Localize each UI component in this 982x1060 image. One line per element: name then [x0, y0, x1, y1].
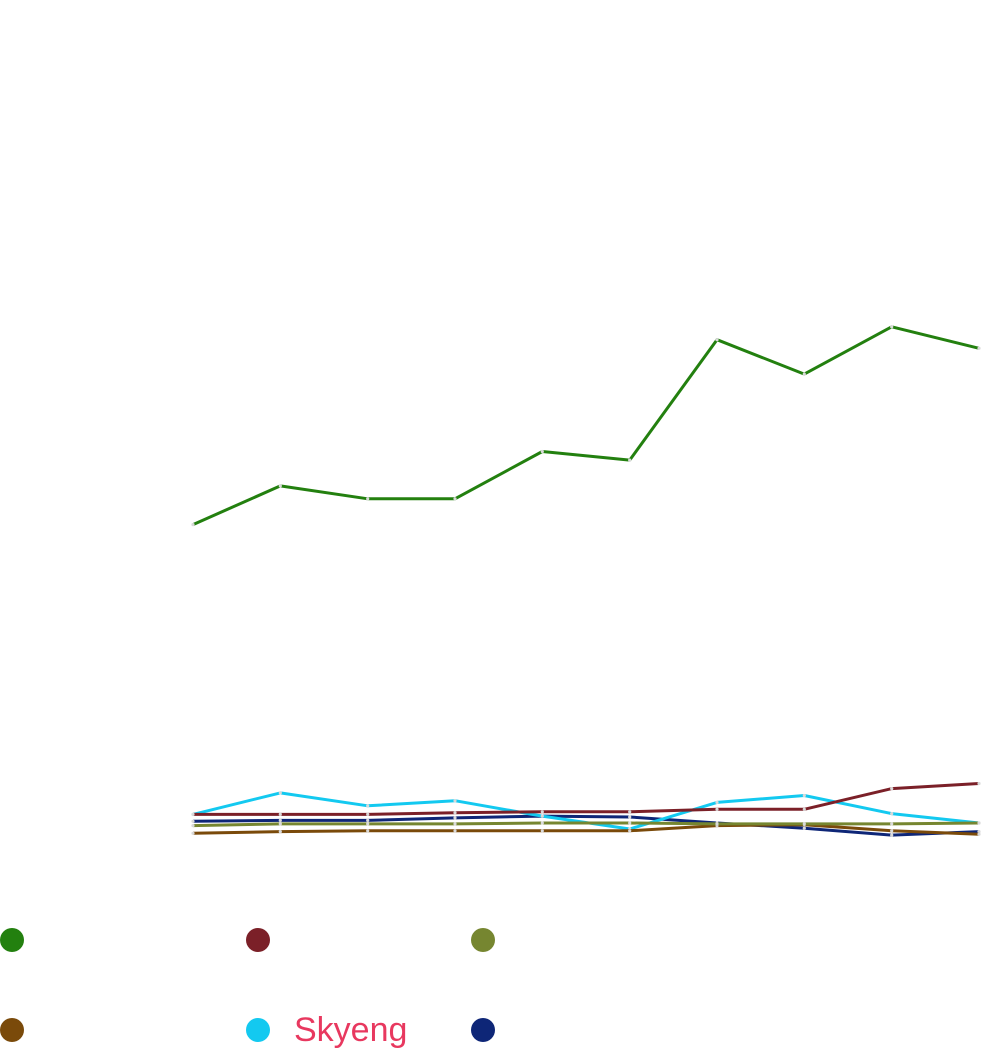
legend-marker: [471, 1018, 495, 1042]
series-2: [191, 821, 981, 828]
series-5: [191, 814, 981, 837]
legend-item[interactable]: [0, 1000, 48, 1060]
data-point[interactable]: [366, 818, 370, 823]
data-point[interactable]: [890, 833, 894, 837]
legend-item[interactable]: [246, 910, 294, 970]
data-point[interactable]: [715, 807, 719, 811]
series-layer: [191, 325, 981, 837]
series-1: [191, 781, 981, 817]
data-point[interactable]: [890, 829, 894, 833]
data-point[interactable]: [278, 484, 282, 488]
data-point[interactable]: [366, 497, 370, 501]
data-point[interactable]: [977, 781, 981, 786]
data-point[interactable]: [366, 822, 370, 826]
data-point[interactable]: [890, 822, 894, 826]
data-point[interactable]: [715, 800, 719, 805]
data-point[interactable]: [802, 822, 806, 826]
data-point[interactable]: [453, 811, 457, 815]
data-point[interactable]: [890, 325, 894, 329]
data-point[interactable]: [540, 810, 544, 814]
data-point[interactable]: [977, 821, 981, 825]
legend: Skyeng: [0, 910, 982, 1050]
data-point[interactable]: [191, 812, 195, 817]
series-line[interactable]: [193, 782, 980, 816]
legend-item[interactable]: [0, 910, 48, 970]
data-point[interactable]: [628, 810, 632, 814]
data-point[interactable]: [453, 829, 457, 833]
data-point[interactable]: [540, 814, 544, 818]
series-line[interactable]: [192, 823, 980, 836]
legend-marker: [246, 1018, 270, 1042]
data-point[interactable]: [802, 793, 806, 798]
data-point[interactable]: [628, 458, 632, 462]
series-line[interactable]: [192, 821, 980, 828]
data-point[interactable]: [802, 826, 806, 830]
data-point[interactable]: [191, 831, 195, 835]
legend-item[interactable]: [471, 1000, 519, 1060]
legend-item-skyeng[interactable]: Skyeng: [246, 1000, 407, 1060]
data-point[interactable]: [191, 824, 195, 828]
data-point[interactable]: [977, 346, 981, 350]
data-point[interactable]: [540, 449, 544, 454]
data-point[interactable]: [890, 787, 894, 791]
data-point[interactable]: [715, 338, 719, 342]
legend-marker: [471, 928, 495, 952]
series-3: [191, 823, 981, 836]
data-point[interactable]: [366, 804, 370, 808]
series-0: [191, 325, 981, 527]
series-line[interactable]: [192, 814, 980, 837]
legend-item[interactable]: [471, 910, 519, 970]
data-point[interactable]: [802, 807, 806, 811]
data-point[interactable]: [890, 812, 894, 816]
data-point[interactable]: [366, 812, 370, 817]
data-point[interactable]: [453, 816, 457, 820]
data-point[interactable]: [540, 821, 544, 825]
series-line[interactable]: [192, 325, 980, 526]
legend-marker: [0, 928, 24, 952]
legend-marker: [0, 1018, 24, 1042]
data-point[interactable]: [278, 818, 282, 823]
data-point[interactable]: [278, 791, 282, 795]
data-point[interactable]: [191, 523, 195, 527]
data-point[interactable]: [366, 829, 370, 833]
data-point[interactable]: [540, 829, 544, 833]
data-point[interactable]: [278, 822, 282, 826]
legend-label: Skyeng: [294, 1011, 408, 1049]
data-point[interactable]: [802, 372, 806, 376]
data-point[interactable]: [715, 822, 719, 826]
data-point[interactable]: [453, 799, 457, 803]
data-point[interactable]: [191, 819, 195, 823]
data-point[interactable]: [628, 829, 632, 833]
data-point[interactable]: [453, 497, 457, 501]
data-point[interactable]: [278, 812, 282, 817]
data-point[interactable]: [977, 830, 981, 834]
legend-marker: [246, 928, 270, 952]
data-point[interactable]: [278, 830, 282, 834]
data-point[interactable]: [453, 822, 457, 826]
data-point[interactable]: [628, 815, 632, 819]
data-point[interactable]: [628, 821, 632, 825]
data-point[interactable]: [977, 832, 981, 836]
line-chart: [191, 325, 981, 837]
